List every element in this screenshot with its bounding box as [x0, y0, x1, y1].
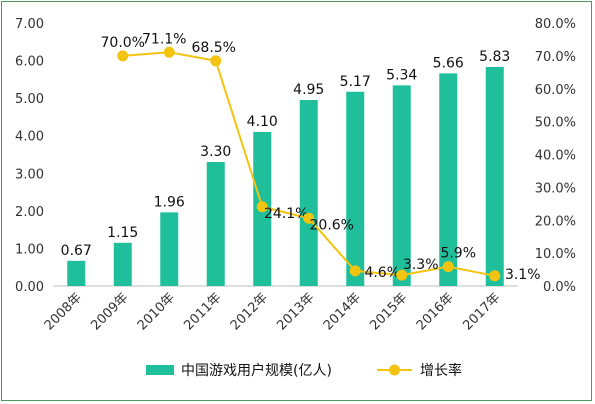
y-left-tick-label: 5.00 — [15, 92, 44, 107]
growth-point — [210, 55, 222, 67]
growth-data-label: 3.3% — [403, 257, 439, 273]
x-tick-label: 2009年 — [88, 290, 131, 333]
bar — [206, 162, 225, 286]
growth-data-label: 70.0% — [101, 35, 145, 51]
y-left-tick-label: 6.00 — [15, 55, 44, 70]
y-right-tick-label: 10.0% — [535, 247, 576, 262]
bar-data-label: 0.67 — [61, 243, 92, 259]
legend-bar-swatch — [146, 365, 174, 375]
x-tick-label: 2010年 — [135, 290, 178, 333]
legend-line-label: 增长率 — [420, 362, 462, 379]
y-right-tick-label: 20.0% — [535, 214, 576, 229]
x-tick-label: 2015年 — [367, 290, 410, 333]
y-right-tick-label: 40.0% — [535, 149, 576, 164]
growth-point — [163, 46, 175, 58]
bar — [160, 212, 179, 286]
growth-data-label: 68.5% — [192, 40, 236, 56]
bar — [67, 260, 86, 286]
y-left-tick-label: 7.00 — [15, 17, 44, 32]
bar-data-label: 1.15 — [107, 225, 138, 241]
y-right-tick-label: 80.0% — [535, 17, 576, 32]
bar — [299, 100, 318, 287]
bar-data-label: 5.83 — [479, 49, 510, 65]
x-tick-label: 2017年 — [460, 290, 503, 333]
y-right-tick-label: 50.0% — [535, 116, 576, 131]
x-tick-label: 2008年 — [42, 290, 85, 333]
bar-data-label: 5.66 — [433, 55, 464, 71]
y-left-tick-label: 4.00 — [15, 130, 44, 145]
growth-data-label: 4.6% — [364, 265, 400, 281]
bar-data-label: 1.96 — [154, 194, 185, 210]
x-tick-label: 2012年 — [228, 290, 271, 333]
bar-data-label: 3.30 — [200, 144, 231, 160]
y-left-tick-label: 1.00 — [15, 242, 44, 257]
growth-data-label: 5.9% — [440, 246, 476, 262]
x-tick-label: 2014年 — [321, 290, 364, 333]
growth-data-label: 3.1% — [505, 267, 541, 283]
bar — [113, 242, 132, 286]
growth-point — [117, 50, 129, 62]
y-right-tick-label: 30.0% — [535, 181, 576, 196]
bar — [392, 85, 411, 287]
y-left-tick-label: 0.00 — [15, 280, 44, 295]
y-right-tick-label: 70.0% — [535, 50, 576, 65]
x-tick-label: 2011年 — [181, 290, 224, 333]
growth-data-label: 71.1% — [142, 31, 186, 47]
growth-data-label: 24.1% — [264, 206, 308, 222]
growth-point — [396, 269, 408, 281]
legend-bar-label: 中国游戏用户规模(亿人) — [181, 362, 332, 379]
y-left-tick-label: 2.00 — [15, 205, 44, 220]
growth-point — [489, 270, 501, 282]
growth-point — [442, 261, 454, 273]
growth-point — [256, 201, 268, 213]
legend-line-marker — [389, 364, 400, 376]
bar-data-label: 5.17 — [340, 74, 371, 90]
y-right-tick-label: 60.0% — [535, 83, 576, 98]
y-right-tick-label: 0.0% — [543, 280, 576, 295]
bar-data-label: 5.34 — [386, 67, 417, 83]
growth-point — [349, 265, 361, 277]
x-tick-label: 2016年 — [414, 290, 457, 333]
growth-data-label: 20.6% — [310, 217, 354, 233]
bar-data-label: 4.10 — [247, 114, 278, 130]
bar — [439, 73, 458, 287]
x-tick-label: 2013年 — [274, 290, 317, 333]
bar — [346, 91, 365, 287]
growth-point — [303, 212, 315, 224]
y-left-tick-label: 3.00 — [15, 167, 44, 182]
bar-data-label: 4.95 — [293, 82, 324, 98]
bar — [485, 66, 504, 286]
